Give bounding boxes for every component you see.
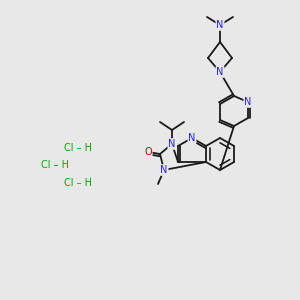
Text: N: N <box>188 133 196 143</box>
Text: N: N <box>160 165 168 175</box>
Text: N: N <box>244 97 252 107</box>
Text: N: N <box>216 20 224 30</box>
Text: Cl – H: Cl – H <box>64 143 92 153</box>
Text: N: N <box>168 139 176 149</box>
Text: O: O <box>144 147 152 157</box>
Text: Cl – H: Cl – H <box>41 160 69 170</box>
Text: N: N <box>216 67 224 77</box>
Text: Cl – H: Cl – H <box>64 178 92 188</box>
